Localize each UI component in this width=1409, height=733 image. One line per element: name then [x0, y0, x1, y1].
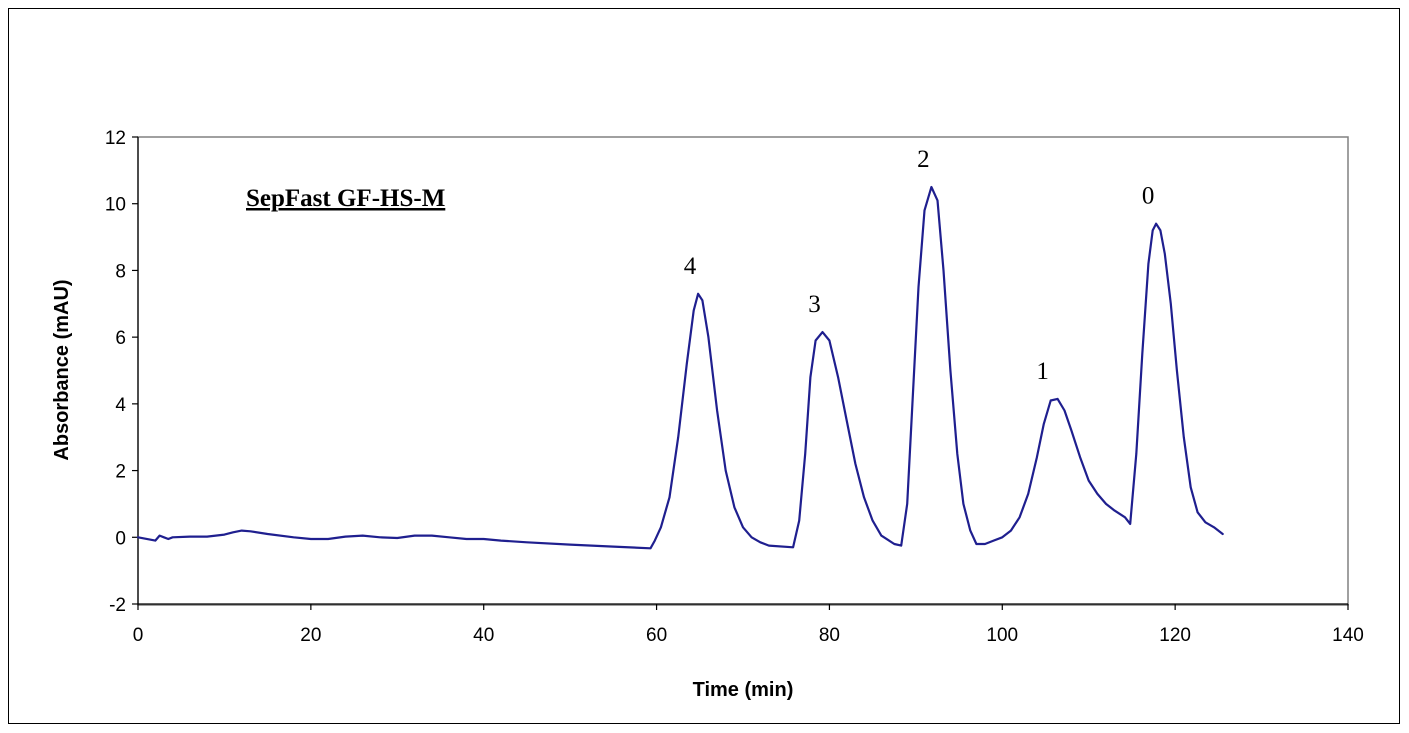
- x-axis-title: Time (min): [693, 679, 794, 701]
- y-axis-ticks: -2 0 2 4 6 8 10 12: [105, 128, 138, 616]
- peak-label-1: 1: [1036, 358, 1049, 385]
- peak-label-4: 4: [684, 253, 697, 280]
- x-tick-label: 140: [1332, 625, 1364, 646]
- y-tick-label: 0: [115, 528, 126, 549]
- absorbance-trace-line: [136, 185, 1224, 550]
- chart-frame: [8, 8, 1400, 724]
- y-tick-label: 12: [105, 128, 126, 149]
- chart-annotation: SepFast GF-HS-M: [246, 185, 445, 212]
- peak-label-2: 2: [917, 146, 930, 173]
- y-axis-title: Absorbance (mAU): [51, 279, 73, 460]
- x-tick-label: 100: [986, 625, 1018, 646]
- y-tick-label: 8: [115, 261, 126, 282]
- peak-label-3: 3: [808, 291, 821, 318]
- peak-labels: 4 3 2 1 0: [684, 146, 1155, 385]
- x-axis-ticks: 0 20 40 60 80 100 120 140: [133, 604, 1364, 646]
- x-tick-label: 80: [819, 625, 840, 646]
- y-tick-label: 2: [115, 462, 126, 483]
- y-tick-label: 10: [105, 195, 126, 216]
- x-tick-label: 120: [1159, 625, 1191, 646]
- x-tick-label: 60: [646, 625, 667, 646]
- y-tick-label: 4: [115, 395, 126, 416]
- y-tick-label: -2: [109, 595, 126, 616]
- x-tick-label: 0: [133, 625, 144, 646]
- x-tick-label: 40: [473, 625, 494, 646]
- y-tick-label: 6: [115, 328, 126, 349]
- peak-label-0: 0: [1142, 183, 1155, 210]
- x-tick-label: 20: [300, 625, 321, 646]
